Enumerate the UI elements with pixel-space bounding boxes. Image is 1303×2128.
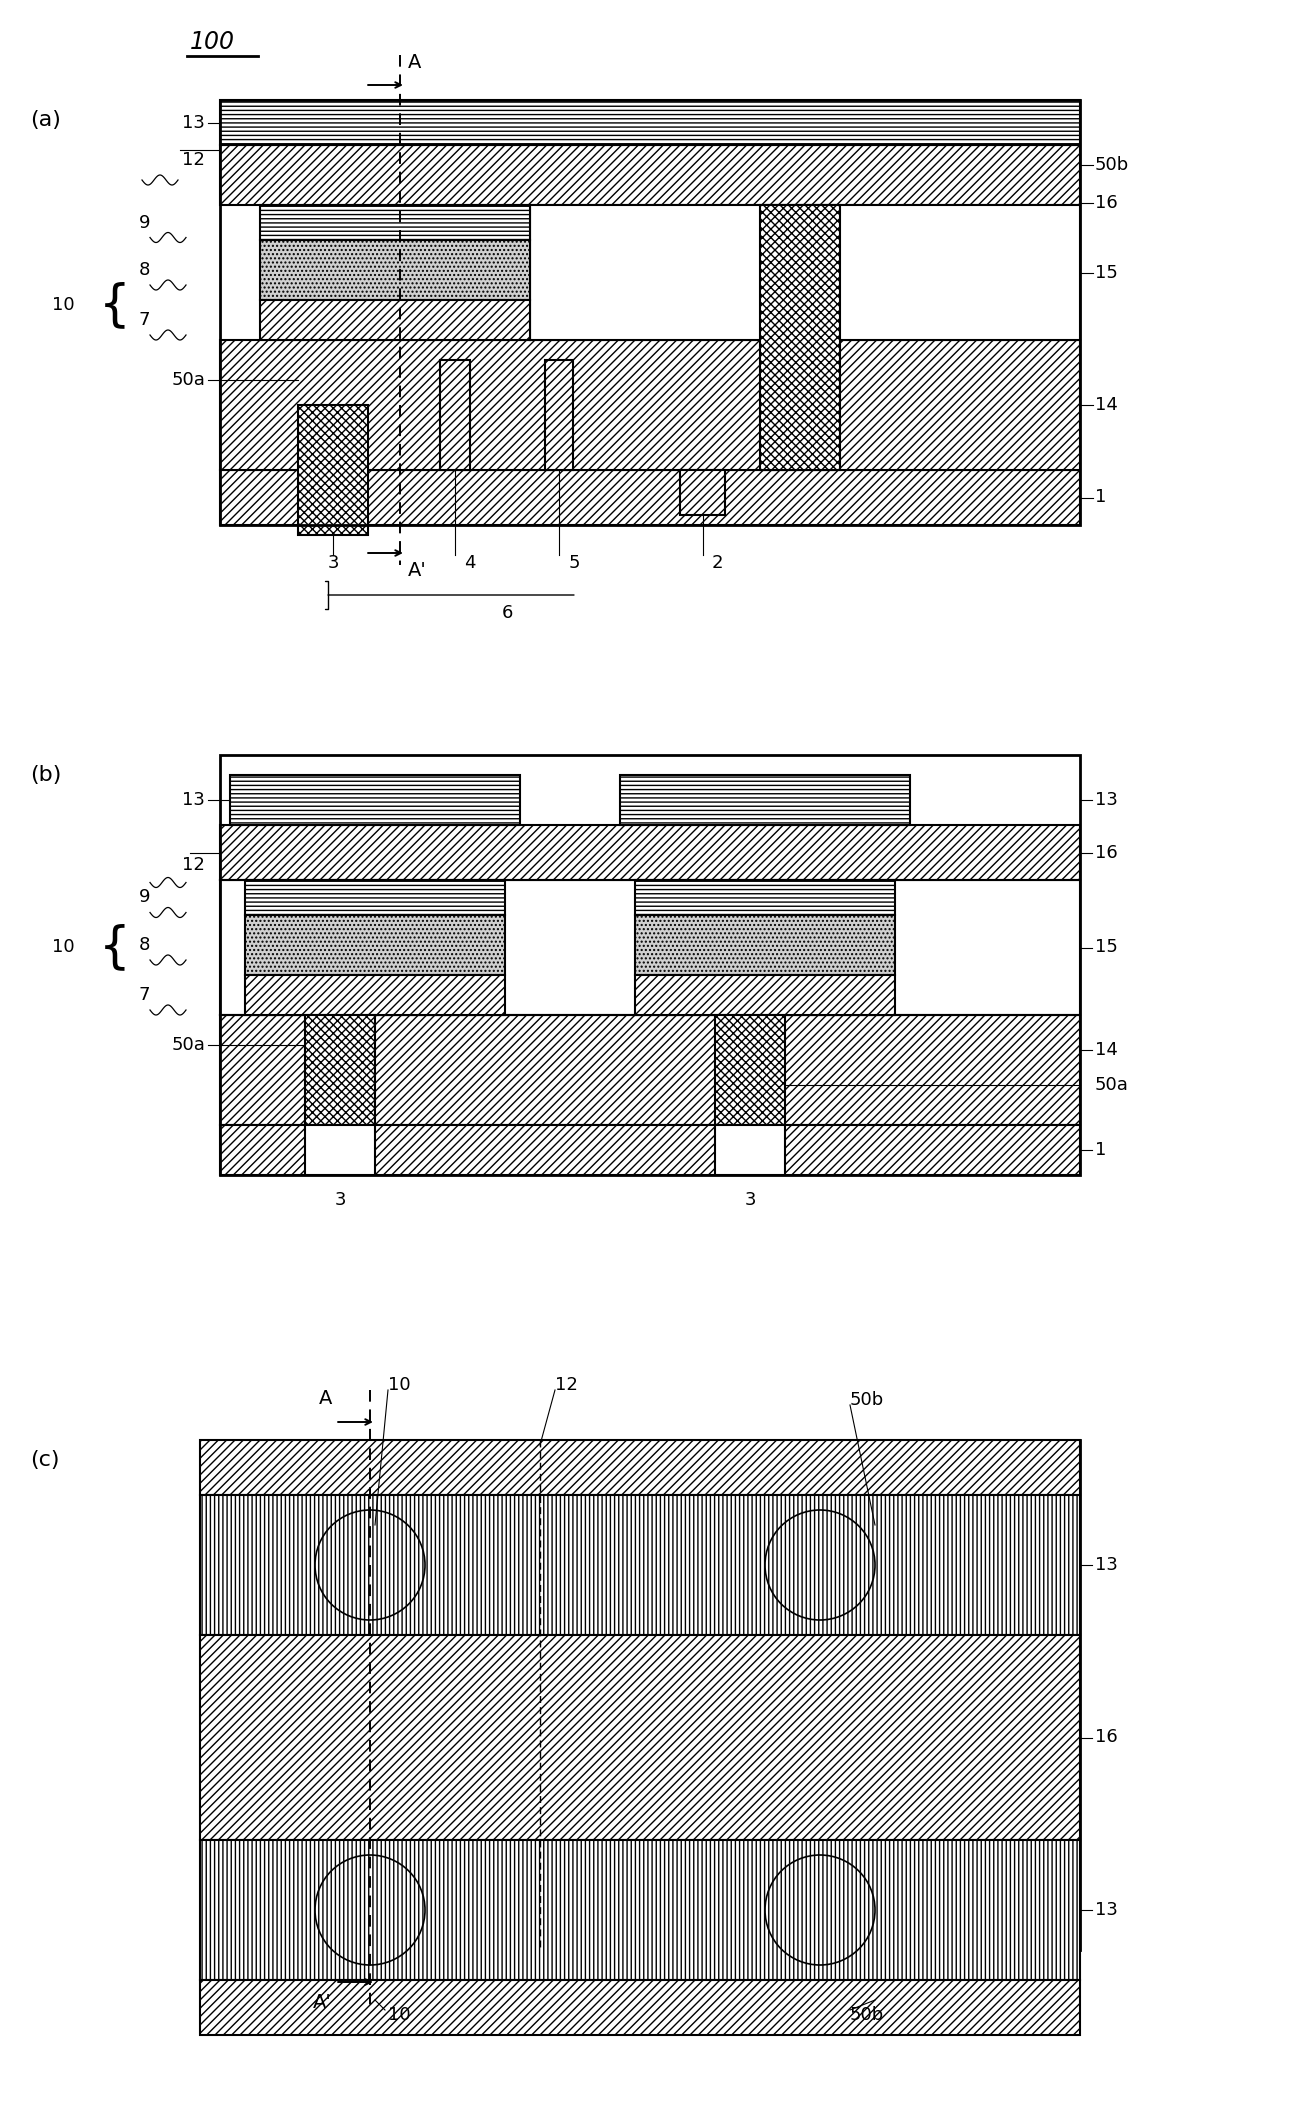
Text: 12: 12 <box>555 1377 577 1394</box>
Bar <box>199 1979 1080 2034</box>
Text: (c): (c) <box>30 1449 60 1470</box>
Text: 8: 8 <box>138 262 150 279</box>
Text: 50a: 50a <box>171 370 205 389</box>
Bar <box>545 360 573 470</box>
Text: A': A' <box>313 1992 332 2011</box>
Text: 50a: 50a <box>171 1036 205 1053</box>
Text: 15: 15 <box>1095 264 1118 281</box>
Text: A: A <box>408 53 421 72</box>
Text: 13: 13 <box>1095 1900 1118 1919</box>
Text: 100: 100 <box>190 30 235 53</box>
Bar <box>635 975 895 1015</box>
Bar <box>220 1015 1080 1126</box>
Text: A': A' <box>408 560 427 579</box>
Bar <box>220 204 1080 340</box>
Text: 50b: 50b <box>850 2007 885 2024</box>
Text: 5: 5 <box>568 553 580 572</box>
Text: (b): (b) <box>30 764 61 785</box>
Bar <box>220 470 1080 526</box>
Text: 1: 1 <box>1095 1141 1106 1160</box>
Text: 8: 8 <box>138 936 150 953</box>
Bar <box>199 1496 1080 1634</box>
Bar <box>220 755 1080 1175</box>
Bar <box>220 881 1080 1015</box>
Text: 1: 1 <box>1095 489 1106 506</box>
Text: 9: 9 <box>138 890 150 907</box>
Text: 10: 10 <box>52 296 76 315</box>
Bar <box>305 1015 375 1126</box>
Bar <box>635 881 895 915</box>
Bar <box>199 1841 1080 1979</box>
Bar <box>261 300 530 340</box>
Bar <box>760 204 840 470</box>
Bar <box>245 881 506 915</box>
Bar <box>715 1015 784 1126</box>
Text: 50a: 50a <box>1095 1077 1128 1094</box>
Bar <box>530 204 1080 340</box>
Text: 9: 9 <box>138 213 150 232</box>
Text: 3: 3 <box>335 1192 345 1209</box>
Text: 16: 16 <box>1095 194 1118 213</box>
Bar <box>245 975 506 1015</box>
Text: 13: 13 <box>182 792 205 809</box>
Text: A: A <box>319 1387 332 1407</box>
Text: 12: 12 <box>182 151 205 168</box>
Bar <box>199 1441 1080 1949</box>
Bar <box>261 240 530 300</box>
Text: 16: 16 <box>1095 1728 1118 1747</box>
Text: 50b: 50b <box>1095 155 1130 174</box>
Text: 7: 7 <box>138 311 150 330</box>
Text: 10: 10 <box>388 2007 410 2024</box>
Text: {: { <box>99 281 130 330</box>
Text: 3: 3 <box>744 1192 756 1209</box>
Text: (a): (a) <box>30 111 61 130</box>
Text: 2: 2 <box>711 553 723 572</box>
Text: 4: 4 <box>464 553 476 572</box>
Bar <box>199 1634 1080 1841</box>
Bar <box>305 1126 375 1175</box>
Text: 12: 12 <box>182 855 205 872</box>
Bar <box>220 100 1080 145</box>
Text: 6: 6 <box>502 604 513 621</box>
Text: 13: 13 <box>1095 1556 1118 1575</box>
Bar <box>220 340 1080 470</box>
Bar <box>231 775 520 826</box>
Bar <box>620 775 909 826</box>
Text: 13: 13 <box>182 113 205 132</box>
Text: 16: 16 <box>1095 843 1118 862</box>
Bar <box>199 1441 1080 1496</box>
Bar <box>245 915 506 975</box>
Text: 50b: 50b <box>850 1392 885 1409</box>
Text: 13: 13 <box>1095 792 1118 809</box>
Bar <box>298 404 367 534</box>
Text: {: { <box>99 924 130 972</box>
Text: 10: 10 <box>388 1377 410 1394</box>
Bar <box>440 360 470 470</box>
Text: 10: 10 <box>52 938 76 955</box>
Text: 14: 14 <box>1095 1041 1118 1060</box>
Text: 15: 15 <box>1095 938 1118 955</box>
Bar <box>261 204 530 240</box>
Bar <box>220 1126 1080 1175</box>
Bar <box>220 826 1080 881</box>
Bar <box>680 470 724 515</box>
Text: 7: 7 <box>138 985 150 1004</box>
Bar <box>715 1126 784 1175</box>
Text: 14: 14 <box>1095 396 1118 415</box>
Bar <box>220 145 1080 204</box>
Bar <box>220 100 1080 526</box>
Bar <box>635 915 895 975</box>
Text: 3: 3 <box>327 553 339 572</box>
